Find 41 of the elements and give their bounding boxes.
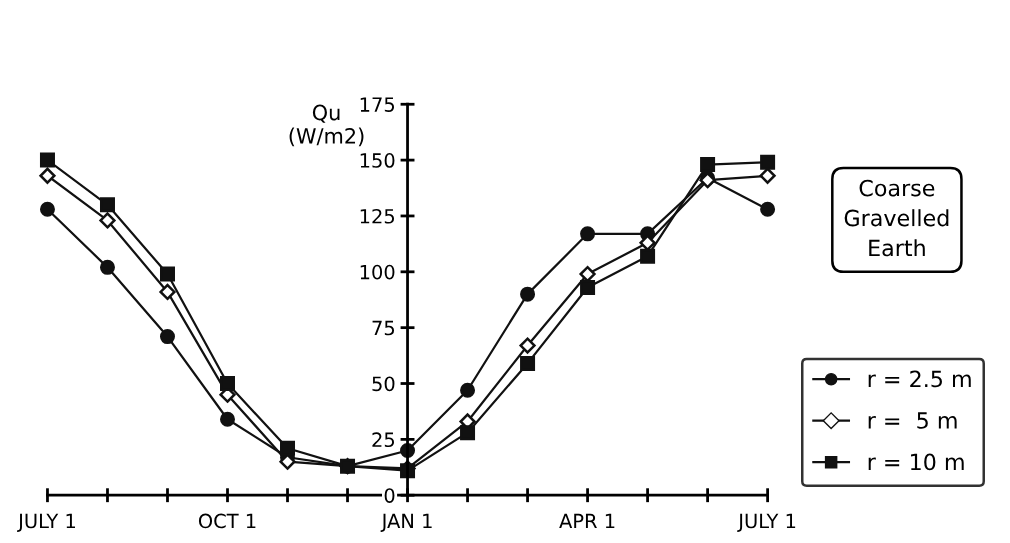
- y-tick-label: 50: [372, 376, 395, 392]
- point: [39, 152, 55, 168]
- y-tick-label: 25: [372, 432, 395, 448]
- y-tick-label: 100: [360, 264, 395, 280]
- x-tick-label: JAN 1: [380, 513, 432, 532]
- point: [460, 425, 476, 441]
- y-tick-label: 0: [384, 488, 395, 503]
- point: [760, 154, 776, 170]
- point: [159, 266, 175, 282]
- legend-label: r = 5 m: [868, 412, 957, 429]
- point: [460, 382, 476, 398]
- point: [99, 197, 115, 213]
- point: [580, 279, 596, 295]
- point: [520, 286, 536, 302]
- y-tick-label: 150: [360, 153, 395, 168]
- y-tick-label: 125: [360, 208, 395, 224]
- point: [519, 337, 536, 354]
- point: [580, 226, 596, 242]
- legend-label: r = 10 m: [868, 453, 964, 471]
- point: [159, 283, 176, 301]
- legend-title: Coarse Gravelled Earth: [844, 179, 949, 257]
- point: [280, 440, 296, 456]
- point: [640, 248, 656, 264]
- point: [520, 355, 536, 371]
- x-tick-label: OCT 1: [198, 513, 256, 529]
- point: [99, 212, 116, 229]
- point: [39, 201, 55, 217]
- x-tick-label: JULY 1: [737, 513, 796, 532]
- y-tick-label: 175: [360, 97, 395, 112]
- y-tick-label: 75: [372, 320, 395, 336]
- x-tick-label: APR 1: [559, 513, 615, 529]
- point: [220, 411, 235, 427]
- point: [159, 329, 175, 345]
- point: [760, 201, 776, 217]
- point: [759, 167, 776, 184]
- point: [99, 259, 115, 275]
- point: [220, 376, 235, 392]
- legend-label: r = 2.5 m: [868, 370, 971, 388]
- point: [700, 157, 716, 173]
- x-tick-label: JULY 1: [17, 513, 75, 532]
- point: [39, 167, 56, 184]
